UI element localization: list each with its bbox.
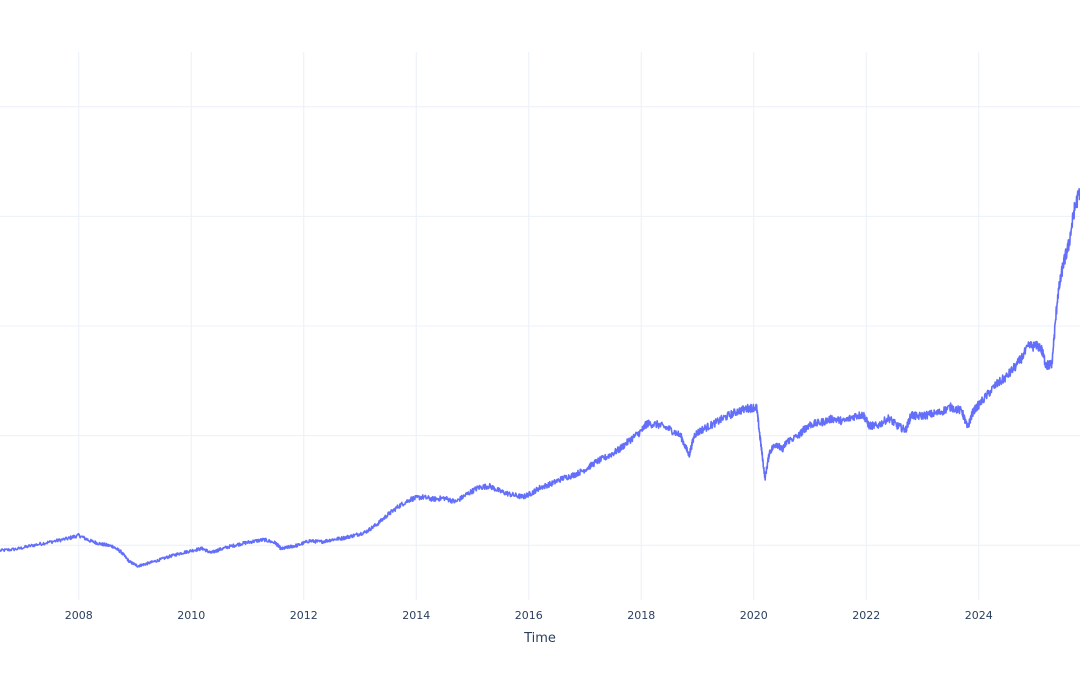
x-tick-label: 2010 [177,609,205,622]
x-axis-title: Time [523,631,556,646]
x-tick-label: 2016 [515,609,543,622]
x-tick-label: 2012 [290,609,318,622]
x-tick-labels: 2008 2010 2012 2014 2016 2018 2020 2022 2024 [65,609,993,622]
x-tick-label: 2018 [627,609,655,622]
x-tick-label: 2008 [65,609,93,622]
series-line-0 [0,188,1080,568]
x-gridlines [78,52,980,600]
x-tick-label: 2020 [740,609,768,622]
x-tick-label: 2024 [965,609,993,622]
y-gridlines [0,106,1080,546]
x-tick-label: 2022 [852,609,880,622]
x-tick-label: 2014 [402,609,430,622]
series-layer [0,188,1080,568]
